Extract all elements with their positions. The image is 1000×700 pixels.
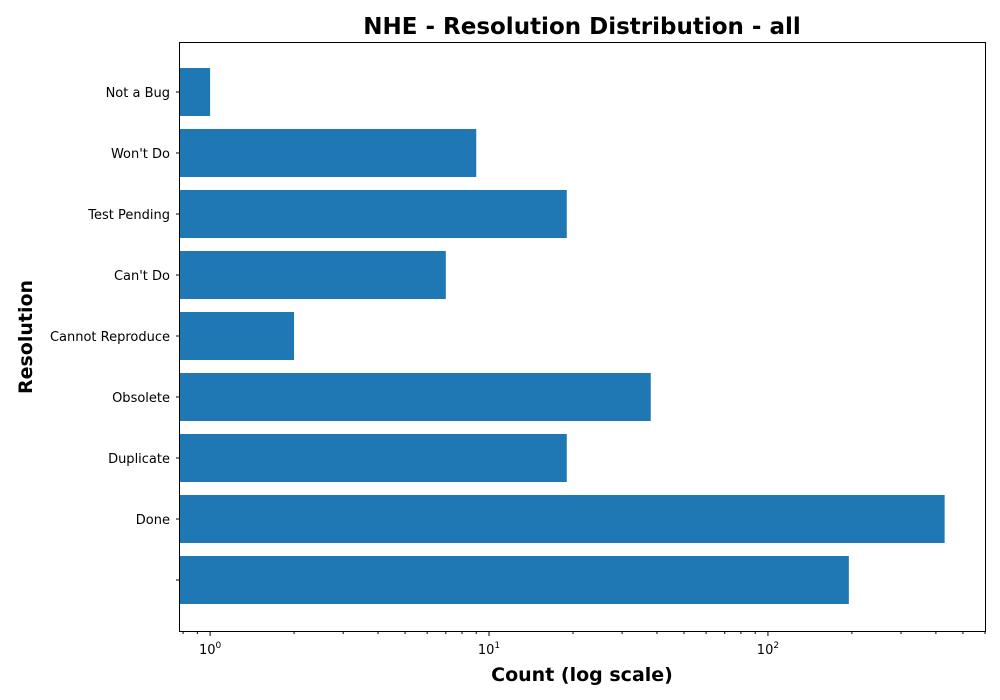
bar-won-t-do	[180, 129, 477, 177]
bar-can-t-do	[180, 251, 446, 299]
y-axis-ticks: Done Duplicate Obsolete Cannot Reproduce Can…	[50, 86, 180, 581]
x-axis-label: Count (log scale)	[491, 664, 673, 686]
x-axis-ticks: 100 101 102	[182, 631, 986, 658]
y-axis-label: Resolution	[15, 280, 37, 394]
y-tick-label: Not a Bug	[106, 86, 170, 101]
x-tick-label: 101	[478, 641, 500, 658]
bar-duplicate	[180, 434, 567, 482]
bar-done	[180, 495, 945, 543]
y-tick-label: Won't Do	[111, 147, 170, 162]
y-tick-label: Obsolete	[112, 391, 170, 406]
bars-group	[180, 68, 945, 604]
y-tick-label: Duplicate	[108, 452, 170, 467]
bar-unlabeled	[180, 556, 849, 604]
y-tick-label: Test Pending	[87, 208, 170, 223]
y-tick-label: Done	[136, 513, 170, 528]
bar-cannot-reproduce	[180, 312, 295, 360]
chart-title: NHE - Resolution Distribution - all	[363, 14, 801, 40]
x-tick-label: 102	[757, 641, 779, 658]
bar-not-a-bug	[180, 68, 211, 116]
bar-test-pending	[180, 190, 567, 238]
y-tick-label: Can't Do	[114, 269, 170, 284]
bar-obsolete	[180, 373, 651, 421]
plot-frame	[179, 42, 986, 632]
x-tick-label: 100	[199, 641, 222, 658]
y-tick-label: Cannot Reproduce	[50, 330, 170, 345]
